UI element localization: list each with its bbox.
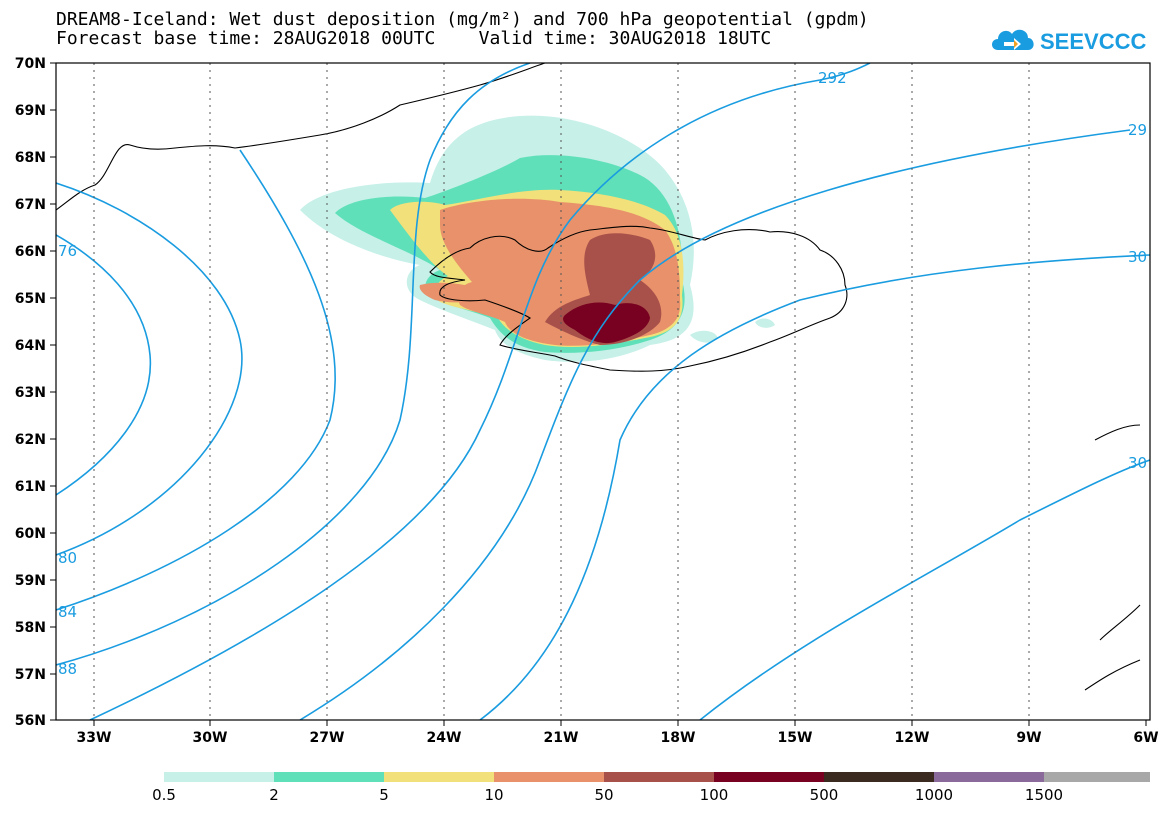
lon-label-33w: 33W [77, 730, 112, 746]
logo-text: SEEVCCC [1040, 29, 1146, 54]
geopotential-contours [56, 63, 1150, 720]
lat-label-61n: 61N [15, 479, 46, 495]
contour-276 [56, 234, 152, 496]
dust-deposition-field [300, 115, 775, 362]
contour-292a [89, 63, 871, 720]
contour-300 [699, 459, 1150, 720]
dust-level-10-patch [419, 282, 490, 303]
colorbar-swatch-4 [604, 772, 714, 782]
lon-label-21w: 21W [544, 730, 579, 746]
colorbar-swatch-0 [164, 772, 274, 782]
contour-label-30a: 30 [1128, 248, 1147, 266]
iceland-coast [429, 225, 848, 372]
dust-level-100 [563, 302, 650, 344]
lon-label-6w: 6W [1133, 730, 1158, 746]
lon-label-24w: 24W [427, 730, 462, 746]
lat-label-60n: 60N [15, 526, 46, 542]
lat-label-63n: 63N [15, 385, 46, 401]
colorbar-swatch-3 [494, 772, 604, 782]
coastlines [56, 63, 1141, 691]
contour-label-30b: 30 [1128, 454, 1147, 472]
scotland-coast [1084, 424, 1141, 691]
meridian-gridlines [93, 63, 1030, 720]
seevccc-logo: SEEVCCC [992, 29, 1146, 54]
dust-level-0.5-patch2 [755, 318, 775, 328]
colorbar-label-10: 10 [484, 786, 503, 804]
contour-280 [56, 182, 243, 556]
colorbar-label-2: 2 [269, 786, 279, 804]
longitude-axis: 33W 30W 27W 24W 21W 18W 15W 12W 9W 6W [77, 720, 1159, 746]
lon-label-15w: 15W [778, 730, 813, 746]
lat-label-69n: 69N [15, 103, 46, 119]
lat-label-58n: 58N [15, 620, 46, 636]
lon-label-18w: 18W [661, 730, 696, 746]
lon-label-12w: 12W [895, 730, 930, 746]
lon-label-30w: 30W [193, 730, 228, 746]
contour-296 [479, 254, 1150, 720]
contour-284 [56, 149, 336, 611]
colorbar-swatch-5 [714, 772, 824, 782]
colorbar-label-50: 50 [594, 786, 613, 804]
latitude-axis: 70N 69N 68N 67N 66N 65N 64N 63N 62N 61N … [15, 56, 56, 729]
lat-label-62n: 62N [15, 432, 46, 448]
cloud-arrow-icon [992, 29, 1034, 50]
colorbar-swatch-6 [824, 772, 934, 782]
colorbar: 0.5 2 5 10 50 100 500 1000 1500 [152, 772, 1150, 804]
contour-label-76: 76 [58, 242, 77, 260]
lat-label-66n: 66N [15, 244, 46, 260]
colorbar-label-1500: 1500 [1025, 786, 1063, 804]
colorbar-swatch-7 [934, 772, 1044, 782]
dust-level-0.5-patch [690, 330, 718, 343]
contour-labels: 292 29 76 30 30 80 84 88 [58, 69, 1147, 678]
lat-label-65n: 65N [15, 291, 46, 307]
contour-label-29: 29 [1128, 121, 1147, 139]
colorbar-label-500: 500 [810, 786, 839, 804]
lat-label-57n: 57N [15, 667, 46, 683]
contour-label-292: 292 [818, 69, 847, 87]
lon-label-27w: 27W [310, 730, 345, 746]
lat-label-59n: 59N [15, 573, 46, 589]
colorbar-label-100: 100 [700, 786, 729, 804]
contour-288 [56, 63, 531, 666]
colorbar-label-5: 5 [379, 786, 389, 804]
colorbar-swatch-8 [1044, 772, 1150, 782]
colorbar-label-1000: 1000 [915, 786, 953, 804]
contour-label-84: 84 [58, 603, 77, 621]
lat-label-70n: 70N [15, 56, 46, 72]
lat-label-67n: 67N [15, 197, 46, 213]
map-title: DREAM8-Iceland: Wet dust deposition (mg/… [56, 9, 869, 30]
lat-label-56n: 56N [15, 713, 46, 729]
colorbar-swatch-1 [274, 772, 384, 782]
colorbar-swatch-2 [384, 772, 494, 782]
contour-292b [299, 129, 1131, 720]
contour-label-88: 88 [58, 660, 77, 678]
greenland-coast [56, 63, 546, 211]
colorbar-label-0.5: 0.5 [152, 786, 176, 804]
map-subtitle: Forecast base time: 28AUG2018 00UTC Vali… [56, 28, 772, 49]
contour-label-80: 80 [58, 549, 77, 567]
lat-label-64n: 64N [15, 338, 46, 354]
lat-label-68n: 68N [15, 150, 46, 166]
lon-label-9w: 9W [1016, 730, 1041, 746]
